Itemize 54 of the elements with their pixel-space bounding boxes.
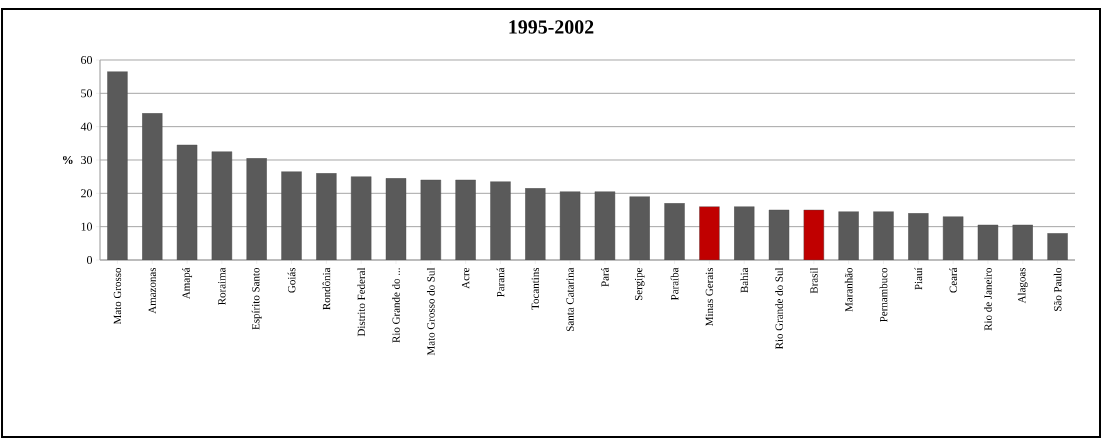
x-tick-label: Rio de Janeiro <box>984 267 992 331</box>
x-tick-label: Mato Grosso <box>113 267 122 325</box>
bar <box>908 213 929 260</box>
bar <box>281 171 302 260</box>
x-tick-label: Sergipe <box>634 267 645 301</box>
x-tick-label: Acre <box>461 267 470 289</box>
x-tick-label: Piauí <box>914 267 923 290</box>
bar <box>838 211 859 260</box>
x-tick-label: Paraná <box>496 267 505 298</box>
bar <box>629 196 650 260</box>
y-axis-title: % <box>62 155 73 165</box>
bar <box>490 181 511 260</box>
bar <box>525 188 546 260</box>
x-tick-label: Maranhão <box>844 267 853 312</box>
x-tick-label: Rio Grande do Sul <box>775 267 783 350</box>
x-tick-label: Pará <box>601 267 609 287</box>
y-tick-label: 60 <box>81 55 93 65</box>
bar <box>873 211 894 260</box>
y-tick-label: 0 <box>86 255 93 265</box>
bar <box>734 206 755 260</box>
x-tick-label: Espírito Santo <box>251 267 262 330</box>
y-tick-label: 50 <box>81 89 93 98</box>
x-tick-label: Brasil <box>810 267 818 294</box>
x-tick-label: Amazonas <box>148 267 156 314</box>
bar <box>1012 224 1033 260</box>
x-tick-label: Alagoas <box>1017 267 1028 304</box>
x-tick-label: Rio Grande do ... <box>392 268 400 343</box>
y-tick-label: 20 <box>81 189 93 198</box>
bar <box>246 158 267 260</box>
x-tick-label: Pernambuco <box>879 267 888 322</box>
bar <box>664 203 685 260</box>
bar <box>316 173 337 260</box>
bar <box>455 179 476 260</box>
bar <box>699 206 720 260</box>
x-tick-label: Goiás <box>287 267 296 293</box>
x-tick-label: Tocantins <box>531 267 539 310</box>
x-tick-label: Rondônia <box>322 267 331 310</box>
x-tick-label: Roraima <box>218 267 226 305</box>
chart-title: 1995-2002 <box>509 20 594 34</box>
bar <box>1047 233 1068 260</box>
x-tick-label: Santa Catarina <box>566 267 574 331</box>
bar <box>107 71 128 260</box>
x-tick-label: Amapá <box>182 267 193 300</box>
bar <box>142 113 163 260</box>
x-tick-label: Mato Grosso do Sul <box>426 267 435 356</box>
x-tick-label: Minas Gerais <box>705 267 714 326</box>
x-tick-label: Ceará <box>949 267 957 293</box>
y-tick-label: 30 <box>81 155 93 165</box>
y-tick-label: 10 <box>81 222 93 231</box>
x-tick-label: São Paulo <box>1053 267 1062 311</box>
x-tick-label: Bahia <box>740 267 749 293</box>
x-tick-label: Distrito Federal <box>357 267 366 337</box>
y-tick-label: 40 <box>80 122 93 131</box>
x-tick-label: Paraíba <box>670 267 679 301</box>
